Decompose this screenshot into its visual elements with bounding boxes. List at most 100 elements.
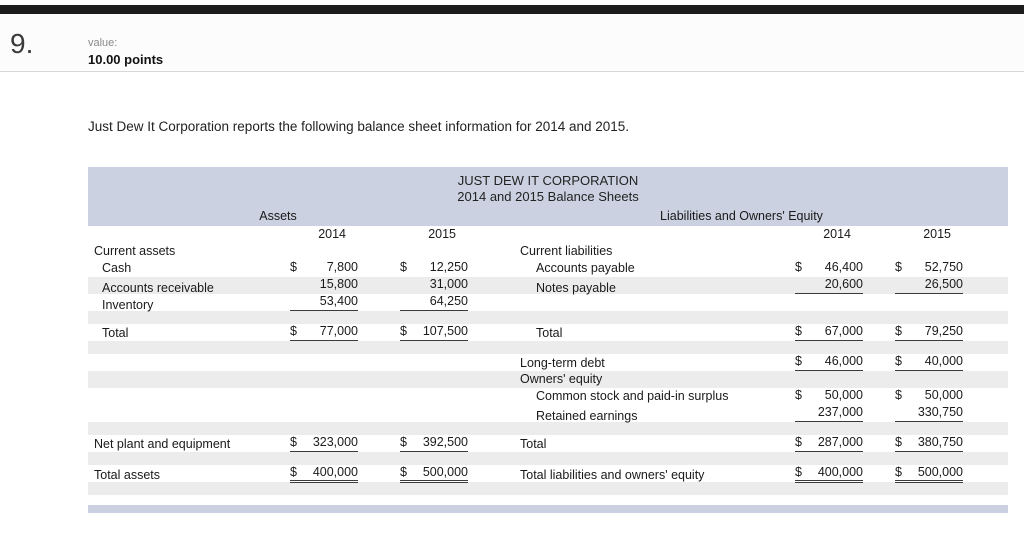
- balance-rows: Current assets Current liabilities Cash $7,…: [88, 243, 1008, 495]
- amount-cell: $77,000: [263, 324, 358, 342]
- currency-symbol: $: [795, 388, 802, 402]
- amount-value: 53,400: [319, 294, 358, 308]
- amount-cell: $46,000: [768, 354, 863, 372]
- table-title: JUST DEW IT CORPORATION: [457, 173, 639, 188]
- row-label: [88, 464, 263, 465]
- currency-symbol: $: [795, 435, 802, 449]
- amount-cell: [863, 494, 963, 495]
- assets-section-header: Assets: [259, 209, 297, 223]
- currency-symbol: $: [895, 354, 902, 368]
- amount-value: 7,800: [326, 260, 358, 274]
- row-label: Total assets: [94, 468, 161, 482]
- table-prefooter: [88, 495, 1008, 505]
- amount-cell: $500,000: [358, 465, 468, 484]
- table-subtitle: 2014 and 2015 Balance Sheets: [457, 189, 639, 204]
- amount-value: 12,250: [429, 260, 468, 274]
- amount-cell: 53,400: [263, 294, 358, 314]
- question-meta: value: 10.00 points: [88, 37, 163, 67]
- question-header: 9. value: 10.00 points: [0, 14, 1024, 72]
- table-row: [88, 422, 1008, 435]
- question-text: Just Dew It Corporation reports the foll…: [88, 119, 630, 134]
- currency-symbol: $: [400, 260, 407, 274]
- amount-cell: 237,000: [768, 405, 863, 425]
- table-row: Owners' equity: [88, 371, 1008, 388]
- table-row: Common stock and paid-in surplus $50,000 $…: [88, 388, 1008, 405]
- amount-cell: [863, 313, 963, 314]
- table-row: [88, 482, 1008, 495]
- currency-symbol: $: [895, 435, 902, 449]
- row-label: Owners' equity: [520, 372, 603, 386]
- currency-symbol: $: [795, 465, 802, 479]
- amount-cell: $400,000: [768, 465, 863, 484]
- row-label: [88, 323, 263, 324]
- amount-cell: [263, 371, 358, 372]
- amount-value: 40,000: [924, 354, 963, 368]
- amount-cell: [358, 353, 468, 354]
- amount-value: 52,750: [924, 260, 963, 274]
- amount-cell: 330,750: [863, 405, 963, 425]
- amount-cell: 15,800: [263, 277, 358, 297]
- amount-cell: $400,000: [263, 465, 358, 484]
- amount-value: 20,600: [824, 277, 863, 291]
- row-label: Total: [102, 326, 129, 340]
- currency-symbol: $: [895, 260, 902, 274]
- amount-value: 46,000: [824, 354, 863, 368]
- row-label: Accounts payable: [536, 261, 635, 275]
- currency-symbol: $: [290, 260, 297, 274]
- currency-symbol: $: [290, 435, 297, 449]
- amount-value: 64,250: [429, 294, 468, 308]
- amount-cell: $392,500: [358, 435, 468, 453]
- table-row: [88, 341, 1008, 354]
- amount-cell: 64,250: [358, 294, 468, 314]
- amount-cell: [358, 404, 468, 405]
- row-label: Notes payable: [536, 281, 616, 295]
- row-label: [520, 494, 768, 495]
- row-label: Long-term debt: [520, 356, 605, 370]
- amount-value: 287,000: [817, 435, 863, 449]
- row-label: [520, 434, 768, 435]
- table-footer-bar: [88, 505, 1008, 513]
- row-label: Inventory: [102, 298, 154, 312]
- amount-value: 330,750: [917, 405, 963, 419]
- amount-value: 237,000: [817, 405, 863, 419]
- amount-value: 323,000: [312, 435, 358, 449]
- row-label: [88, 434, 263, 435]
- liabilities-section-header: Liabilities and Owners' Equity: [660, 209, 823, 223]
- currency-symbol: $: [290, 324, 297, 338]
- table-row: [88, 311, 1008, 324]
- amount-cell: [263, 387, 358, 388]
- row-label: [88, 404, 263, 405]
- year-col-liab-2014: 2014: [823, 227, 851, 241]
- amount-value: 392,500: [422, 435, 468, 449]
- amount-cell: [263, 494, 358, 495]
- amount-value: 400,000: [817, 465, 863, 479]
- amount-value: 77,000: [319, 324, 358, 338]
- empty-cell: [520, 242, 768, 243]
- amount-cell: [263, 353, 358, 354]
- row-label: [88, 387, 263, 388]
- amount-cell: [263, 404, 358, 405]
- row-label: [520, 464, 768, 465]
- table-row: Total $77,000 $107,500 Total $67,000 $79,250: [88, 324, 1008, 341]
- row-label: [88, 424, 263, 425]
- row-label: Total: [520, 437, 547, 451]
- currency-symbol: $: [400, 465, 407, 479]
- amount-cell: $40,000: [863, 354, 963, 372]
- amount-cell: $500,000: [863, 465, 963, 484]
- amount-value: 31,000: [429, 277, 468, 291]
- row-label: [520, 323, 768, 324]
- row-label: Net plant and equipment: [94, 437, 231, 451]
- row-label: Total: [536, 326, 563, 340]
- table-row: Accounts receivable 15,800 31,000 Notes pay…: [88, 277, 1008, 297]
- row-label: [520, 313, 768, 314]
- currency-symbol: $: [795, 260, 802, 274]
- question-number: 9.: [10, 28, 34, 59]
- amount-cell: $50,000: [768, 388, 863, 405]
- amount-cell: $380,750: [863, 435, 963, 453]
- amount-value: 26,500: [924, 277, 963, 291]
- row-label: Retained earnings: [536, 409, 638, 423]
- row-label: Total liabilities and owners' equity: [520, 468, 705, 482]
- currency-symbol: $: [895, 388, 902, 402]
- currency-symbol: $: [290, 465, 297, 479]
- amount-cell: [768, 494, 863, 495]
